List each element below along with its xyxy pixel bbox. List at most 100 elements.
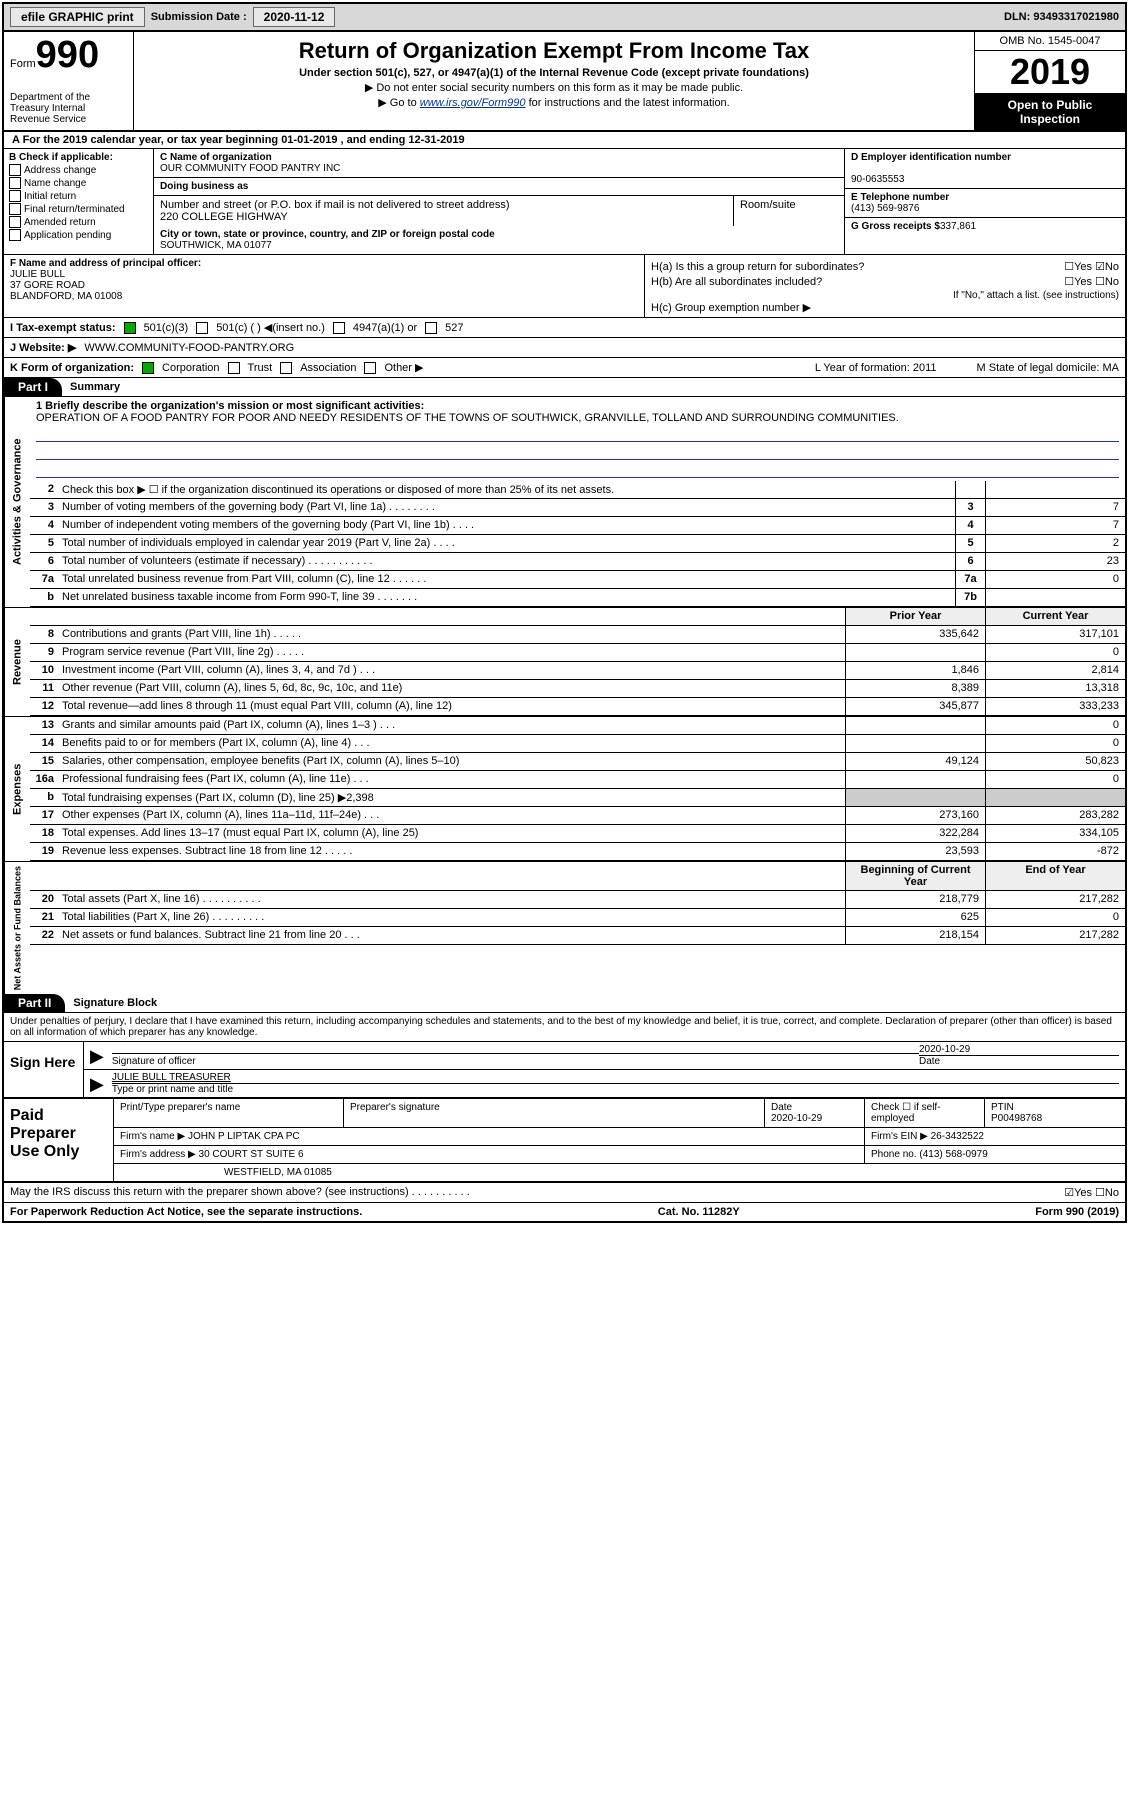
mission-block: 1 Briefly describe the organization's mi…	[30, 397, 1125, 481]
form-note-ssn: ▶ Do not enter social security numbers o…	[144, 81, 964, 94]
line-current: 0	[985, 771, 1125, 788]
check-address-change[interactable]	[9, 164, 21, 176]
line-desc: Revenue less expenses. Subtract line 18 …	[58, 843, 845, 860]
open-to-public: Open to Public Inspection	[975, 94, 1125, 130]
check-527[interactable]	[425, 322, 437, 334]
omb-number: OMB No. 1545-0047	[975, 32, 1125, 51]
mission-text: OPERATION OF A FOOD PANTRY FOR POOR AND …	[36, 412, 1119, 424]
check-trust[interactable]	[228, 362, 240, 374]
line-desc: Check this box ▶ ☐ if the organization d…	[58, 481, 955, 498]
line-val: 0	[985, 571, 1125, 588]
check-initial-return[interactable]	[9, 190, 21, 202]
line-prior: 1,846	[845, 662, 985, 679]
col-b-title: B Check if applicable:	[9, 152, 148, 163]
check-pending[interactable]	[9, 229, 21, 241]
line-num: 12	[30, 698, 58, 715]
line-num: 7a	[30, 571, 58, 588]
line-val: 2	[985, 535, 1125, 552]
ha-label: H(a) Is this a group return for subordin…	[651, 261, 864, 273]
check-501c3[interactable]	[124, 322, 136, 334]
dln: DLN: 93493317021980	[1004, 11, 1119, 23]
line-desc: Total liabilities (Part X, line 26) . . …	[58, 909, 845, 926]
gross-value: 337,861	[940, 221, 976, 232]
arrow-icon: ▶	[90, 1074, 104, 1095]
check-name-change[interactable]	[9, 177, 21, 189]
street-address: 220 COLLEGE HIGHWAY	[160, 211, 288, 223]
sig-name-label: Type or print name and title	[112, 1083, 1119, 1095]
sig-officer-label: Signature of officer	[112, 1053, 919, 1067]
hdr-prior-year: Prior Year	[845, 608, 985, 625]
gross-label: G Gross receipts $	[851, 221, 940, 232]
line-desc: Total assets (Part X, line 16) . . . . .…	[58, 891, 845, 908]
efile-button[interactable]: efile GRAPHIC print	[10, 7, 145, 27]
check-other[interactable]	[364, 362, 376, 374]
line-num: 13	[30, 717, 58, 734]
line-current: 217,282	[985, 927, 1125, 944]
line-num: 9	[30, 644, 58, 661]
line-desc: Total number of individuals employed in …	[58, 535, 955, 552]
form-title: Return of Organization Exempt From Incom…	[144, 38, 964, 64]
ein-label: D Employer identification number	[851, 152, 1011, 163]
line-prior	[845, 771, 985, 788]
line-num: 22	[30, 927, 58, 944]
tax-year: 2019	[975, 51, 1125, 94]
line-num: 2	[30, 481, 58, 498]
line-prior: 218,154	[845, 927, 985, 944]
hdr-current-year: Current Year	[985, 608, 1125, 625]
line-prior: 625	[845, 909, 985, 926]
line-box: 6	[955, 553, 985, 570]
part2-header: Part II	[4, 994, 65, 1012]
line-current: 0	[985, 717, 1125, 734]
line-num: 16a	[30, 771, 58, 788]
line-num: 8	[30, 626, 58, 643]
line-prior	[845, 735, 985, 752]
irs-link[interactable]: www.irs.gov/Form990	[420, 97, 526, 109]
hb-label: H(b) Are all subordinates included?	[651, 276, 822, 288]
line-current: 0	[985, 909, 1125, 926]
check-final-return[interactable]	[9, 203, 21, 215]
prep-ptin: PTIN P00498768	[985, 1099, 1125, 1127]
side-netassets: Net Assets or Fund Balances	[4, 862, 30, 994]
line-num: 4	[30, 517, 58, 534]
officer-addr1: 37 GORE ROAD	[10, 280, 638, 291]
row-a-tax-year: A For the 2019 calendar year, or tax yea…	[4, 132, 1125, 149]
line-val	[985, 589, 1125, 606]
side-revenue: Revenue	[4, 608, 30, 716]
line-prior	[845, 789, 985, 806]
sig-date-label: Date	[919, 1055, 1119, 1067]
line-num: 15	[30, 753, 58, 770]
city-label: City or town, state or province, country…	[160, 229, 495, 240]
hb-answer: ☐Yes ☐No	[1064, 275, 1119, 288]
firm-city: WESTFIELD, MA 01085	[114, 1164, 1125, 1181]
dept-treasury: Department of the Treasury Internal Reve…	[10, 92, 127, 125]
check-amended[interactable]	[9, 216, 21, 228]
tel-value: (413) 569-9876	[851, 203, 919, 214]
line-num: 5	[30, 535, 58, 552]
line-desc: Net assets or fund balances. Subtract li…	[58, 927, 845, 944]
line-box: 7b	[955, 589, 985, 606]
row-k-form-org: K Form of organization: Corporation Trus…	[4, 358, 1125, 378]
line-current: 283,282	[985, 807, 1125, 824]
room-label: Room/suite	[740, 199, 796, 211]
line-box: 7a	[955, 571, 985, 588]
website-url: WWW.COMMUNITY-FOOD-PANTRY.ORG	[84, 342, 294, 354]
hc-label: H(c) Group exemption number ▶	[651, 301, 1119, 314]
line-desc: Net unrelated business taxable income fr…	[58, 589, 955, 606]
discuss-answer: ☑Yes ☐No	[1064, 1186, 1119, 1199]
hb-note: If "No," attach a list. (see instruction…	[651, 290, 1119, 301]
check-corp[interactable]	[142, 362, 154, 374]
prep-name-label: Print/Type preparer's name	[114, 1099, 344, 1127]
line-box: 5	[955, 535, 985, 552]
line-desc: Total unrelated business revenue from Pa…	[58, 571, 955, 588]
check-4947[interactable]	[333, 322, 345, 334]
discuss-question: May the IRS discuss this return with the…	[10, 1186, 470, 1199]
line-prior: 322,284	[845, 825, 985, 842]
submission-date: 2020-11-12	[253, 7, 336, 27]
check-501c[interactable]	[196, 322, 208, 334]
part1-title: Summary	[62, 379, 128, 395]
ha-answer: ☐Yes ☑No	[1064, 260, 1119, 273]
tel-label: E Telephone number	[851, 192, 949, 203]
check-assoc[interactable]	[280, 362, 292, 374]
line-desc: Number of independent voting members of …	[58, 517, 955, 534]
line-desc: Number of voting members of the governin…	[58, 499, 955, 516]
